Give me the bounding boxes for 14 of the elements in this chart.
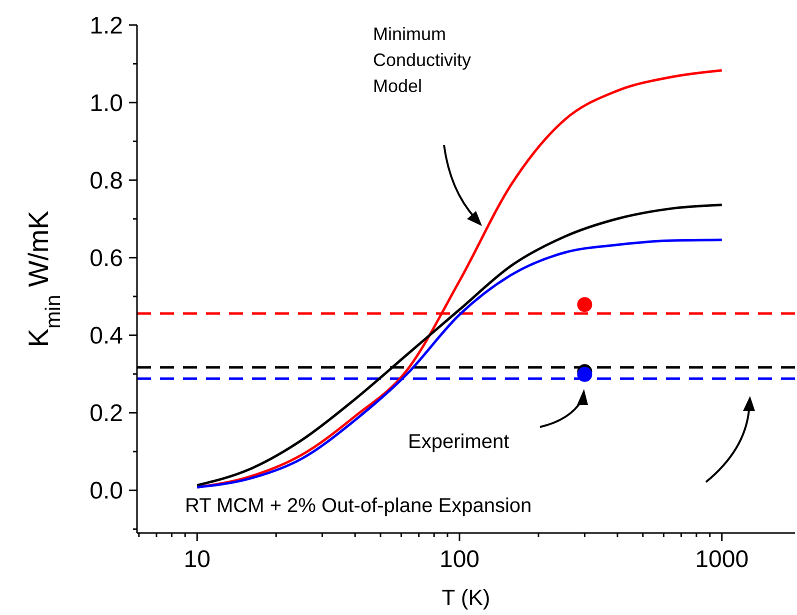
- x-tick-label: 10: [184, 546, 210, 573]
- y-tick-label: 0.6: [90, 245, 123, 272]
- y-tick-label: 0.8: [90, 168, 123, 195]
- y-tick-label: 0.4: [90, 322, 123, 350]
- y-tick-label: 0.0: [90, 478, 123, 505]
- x-tick-label: 100: [439, 546, 480, 573]
- x-tick-label: 1000: [695, 546, 749, 573]
- annotation: Minimum Conductivity Model: [373, 24, 472, 96]
- annotation: Experiment: [408, 431, 510, 453]
- y-tick-label: 1.2: [90, 12, 123, 40]
- y-tick-label: 0.2: [90, 400, 123, 428]
- x-axis-title: T (K): [442, 585, 490, 610]
- y-tick-label: 1.0: [90, 90, 123, 117]
- annotation: RT MCM + 2% Out-of-plane Expansion: [185, 495, 532, 517]
